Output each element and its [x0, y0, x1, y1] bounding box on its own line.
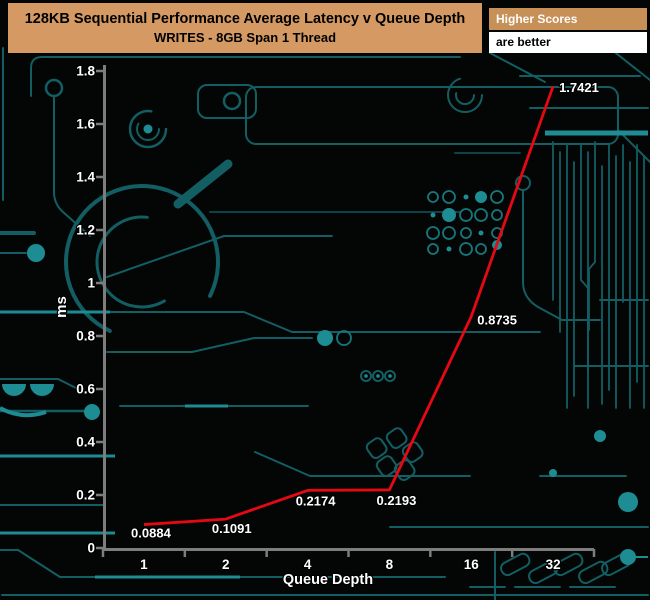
y-tick-label: 1.8	[76, 64, 95, 79]
y-tick-label: 1	[87, 276, 95, 291]
note-top-label: Higher Scores	[489, 8, 647, 30]
x-tick-label: 16	[464, 557, 480, 572]
note-bottom-label: are better	[489, 32, 647, 53]
x-tick-label: 8	[386, 557, 394, 572]
x-axis-title: Queue Depth	[283, 572, 373, 588]
y-axis-title: ms	[53, 296, 70, 318]
x-tick-label: 4	[304, 557, 312, 572]
circuit-bright-traces	[0, 130, 648, 579]
y-tick-label: 1.4	[76, 170, 95, 185]
point-label: 0.8735	[477, 313, 517, 328]
chart-subtitle: WRITES - 8GB Span 1 Thread	[153, 30, 337, 45]
y-tick-label: 1.2	[76, 223, 95, 238]
y-tick-label: 0.4	[76, 435, 95, 450]
point-label: 0.0884	[131, 526, 172, 541]
point-label: 0.1091	[212, 521, 252, 536]
y-tick-label: 0	[87, 541, 95, 556]
y-tick-label: 0.2	[76, 488, 95, 503]
point-label: 0.2193	[377, 493, 417, 508]
chart-title-box: 128KB Sequential Performance Average Lat…	[8, 3, 482, 53]
higher-scores-note: Higher Scores are better	[489, 8, 647, 53]
x-tick-label: 1	[140, 557, 148, 572]
y-tick-label: 1.6	[76, 117, 95, 132]
chart-title: 128KB Sequential Performance Average Lat…	[24, 11, 466, 27]
x-tick-label: 32	[546, 557, 561, 572]
x-tick-label: 2	[222, 557, 230, 572]
y-tick-label: 0.6	[76, 382, 95, 397]
point-label: 0.2174	[296, 493, 337, 508]
y-tick-label: 0.8	[76, 329, 95, 344]
point-label: 1.7421	[559, 80, 599, 95]
series-line	[143, 85, 555, 526]
circuit-vias	[2, 124, 638, 565]
circuit-traces	[0, 47, 650, 600]
